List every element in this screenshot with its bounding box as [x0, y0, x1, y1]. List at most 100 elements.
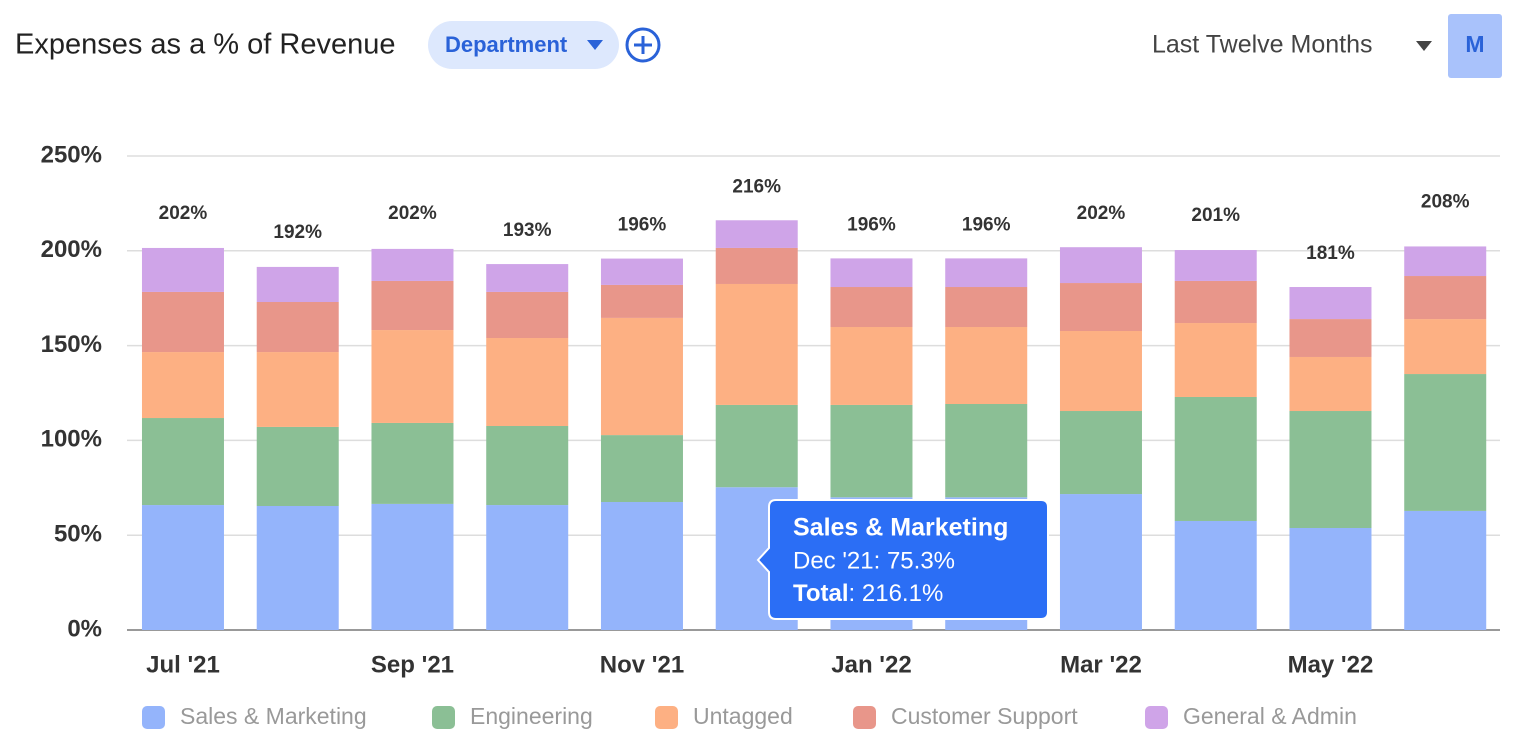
legend-label: General & Admin: [1183, 703, 1357, 729]
bar-segment: [141, 291, 224, 353]
tooltip-line: Dec '21: 75.3%: [793, 547, 955, 574]
legend-label: Sales & Marketing: [180, 703, 367, 729]
bar-segment: [141, 352, 224, 419]
bar-segment: [1174, 520, 1257, 630]
y-tick-label: 0%: [67, 615, 102, 642]
legend-marker: [142, 706, 165, 729]
bar-segment: [371, 280, 454, 331]
bar-segment: [830, 327, 913, 405]
bar-segment: [141, 505, 224, 630]
bar-segment: [1174, 280, 1257, 324]
bar-segment: [371, 248, 454, 281]
x-tick-label: May '22: [1288, 651, 1374, 678]
legend-marker: [1145, 706, 1168, 729]
tooltip-title: Sales & Marketing: [793, 514, 1008, 542]
bar-segment: [371, 330, 454, 423]
tooltip-total-label: Total: [793, 580, 849, 607]
period-select[interactable]: Last Twelve Months: [1152, 31, 1372, 59]
group-button[interactable]: [428, 21, 619, 69]
bar-segment: [1404, 319, 1487, 375]
total-label: 202%: [1077, 203, 1126, 224]
bar-segment: [945, 258, 1028, 288]
bar-segment: [715, 404, 798, 488]
group-button-label[interactable]: Department: [445, 32, 568, 57]
add-button[interactable]: [625, 27, 661, 63]
add-icon[interactable]: [634, 36, 652, 54]
x-tick-label: Jul '21: [146, 651, 220, 678]
tooltip: Sales & Marketing Dec '21: 75.3% Total: 21…: [756, 499, 1049, 620]
tooltip-total: Total: 216.1%: [793, 580, 943, 607]
legend-label: Customer Support: [891, 703, 1078, 729]
dropdown-arrow[interactable]: [1416, 41, 1432, 51]
bar-segment: [945, 287, 1028, 328]
total-label: 181%: [1306, 243, 1355, 264]
bar-segment: [1289, 319, 1372, 357]
bar-segment: [600, 435, 683, 503]
bar-segment: [1289, 356, 1372, 412]
tooltip-box: [756, 499, 1049, 620]
total-label: 196%: [847, 214, 896, 235]
y-tick-label: 50%: [54, 521, 102, 548]
total-label: 208%: [1421, 192, 1470, 213]
bar-segment: [945, 403, 1028, 498]
bar-segment: [1289, 527, 1372, 630]
bar-segment: [600, 502, 683, 630]
x-tick-label: Sep '21: [371, 651, 454, 678]
bar-segment: [256, 266, 339, 302]
bar-segment: [600, 317, 683, 436]
bar-segment: [600, 258, 683, 285]
bar-segment: [1174, 396, 1257, 521]
legend-marker: [853, 706, 876, 729]
bar-segment: [830, 404, 913, 498]
bar-segment: [371, 503, 454, 630]
bar-segment: [715, 283, 798, 405]
avatar[interactable]: [1448, 14, 1502, 78]
bar-segment: [1404, 510, 1487, 630]
bar-segment: [1404, 246, 1487, 277]
legend-marker: [655, 706, 678, 729]
bar-segment: [1174, 250, 1257, 281]
y-tick-label: 200%: [41, 236, 102, 263]
bar-segment: [1289, 411, 1372, 528]
bar-segment: [1404, 374, 1487, 511]
bar-segment: [830, 287, 913, 328]
bar-segment: [256, 352, 339, 427]
total-label: 216%: [732, 176, 781, 197]
bar-segment: [486, 505, 569, 630]
dropdown-arrow[interactable]: [587, 40, 603, 50]
y-tick-label: 100%: [41, 426, 102, 453]
legend-label: Untagged: [693, 703, 793, 729]
legend-label: Engineering: [470, 703, 593, 729]
bar-segment: [371, 422, 454, 504]
bar-segment: [141, 247, 224, 292]
x-tick-label: Jan '22: [831, 651, 911, 678]
legend-marker: [432, 706, 455, 729]
bar-segment: [1059, 247, 1142, 284]
avatar-initial[interactable]: M: [1465, 31, 1484, 57]
bar-segment: [486, 264, 569, 292]
bar-segment: [715, 247, 798, 284]
bar-segment: [600, 284, 683, 318]
bar-segment: [715, 220, 798, 248]
total-label: 192%: [273, 222, 322, 243]
bar-segment: [141, 418, 224, 506]
x-tick-label: Nov '21: [600, 651, 684, 678]
y-tick-label: 150%: [41, 331, 102, 358]
bar-segment: [486, 291, 569, 339]
bar-segment: [486, 338, 569, 426]
bar-segment: [256, 301, 339, 353]
total-label: 193%: [503, 220, 552, 241]
total-label: 202%: [159, 203, 208, 224]
total-label: 196%: [618, 214, 667, 235]
bar-segment: [256, 506, 339, 630]
x-tick-label: Mar '22: [1060, 651, 1142, 678]
total-label: 201%: [1191, 205, 1240, 226]
tooltip-total-value: : 216.1%: [849, 580, 944, 607]
bar-segment: [1289, 287, 1372, 320]
bar-segment: [1174, 323, 1257, 397]
bar-segment: [1059, 331, 1142, 412]
bar-segment: [1404, 276, 1487, 320]
bar-segment: [945, 327, 1028, 404]
